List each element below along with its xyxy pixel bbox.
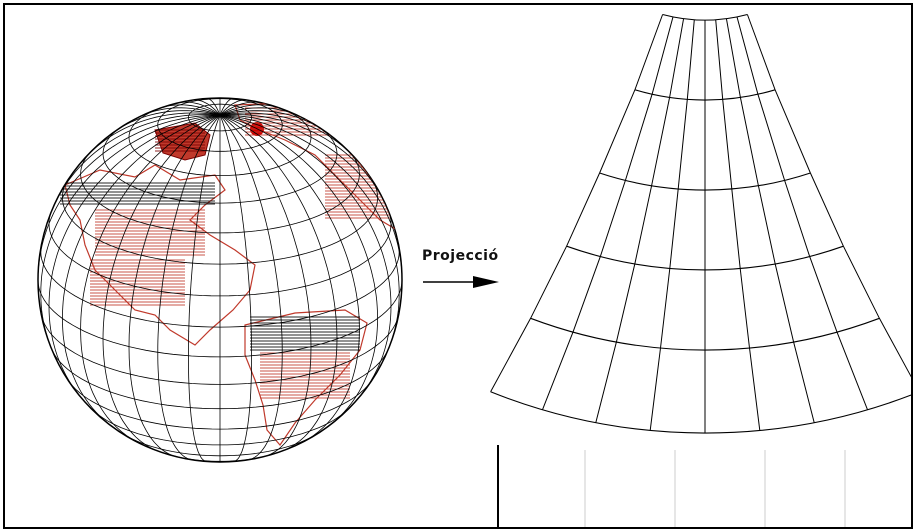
meridian-line (219, 114, 252, 462)
parallel-line (162, 452, 278, 462)
parallel-line (41, 316, 399, 385)
parallel-line (128, 104, 312, 176)
meridian-line (219, 114, 400, 355)
parallel-line (38, 279, 402, 358)
meridian-line (157, 104, 221, 116)
conic-meridian (595, 18, 685, 423)
conic-parallel (490, 391, 911, 434)
north-america-landmass (64, 164, 256, 346)
meridian-line (219, 99, 248, 116)
meridian-line (192, 99, 221, 116)
meridian-line (219, 110, 330, 135)
meridian-line (219, 114, 338, 453)
meridian-line (219, 104, 283, 116)
parallel-line (92, 409, 348, 446)
conic-meridian (490, 14, 664, 393)
parallel-line (188, 103, 252, 132)
meridian-line (128, 114, 221, 458)
meridian-line (61, 114, 221, 429)
conic-parallel (662, 13, 748, 21)
meridian-line (219, 112, 359, 163)
meridian-line (40, 114, 221, 355)
conic-projection-grid (490, 13, 911, 527)
parallel-line (61, 180, 379, 265)
conic-meridian (736, 16, 868, 410)
meridian-line (219, 114, 283, 461)
meridian-line (157, 114, 221, 461)
meridian-line (219, 114, 312, 458)
parallel-line (48, 212, 392, 297)
parallel-line (50, 347, 390, 410)
parallel-line (157, 98, 283, 152)
meridian-line (188, 114, 221, 462)
meridian-line (177, 101, 221, 116)
meridian-line (219, 101, 263, 116)
projection-label: Projecció (422, 248, 499, 264)
meridian-line (206, 98, 221, 116)
conic-meridian (715, 19, 761, 431)
diagram-canvas (37, 13, 911, 527)
parallel-line (121, 432, 319, 457)
meridian-line (48, 114, 221, 403)
globe-graticule (38, 98, 402, 462)
parallel-line (40, 243, 400, 328)
meridian-line (219, 114, 402, 286)
meridian-line (102, 114, 221, 453)
meridian-line (110, 110, 221, 135)
projection-arrow (423, 276, 499, 288)
parallel-line (102, 124, 338, 204)
conic-meridian (746, 14, 911, 378)
conic-meridian (725, 18, 815, 423)
parallel-line (80, 149, 360, 234)
conic-meridian (649, 19, 695, 431)
meridian-line (219, 114, 379, 429)
meridian-line (81, 112, 221, 163)
meridian-line (219, 98, 234, 116)
meridian-line (219, 114, 392, 403)
south-america-landmass (244, 309, 368, 446)
parallel-line (67, 379, 373, 430)
meridian-line (38, 114, 221, 286)
conic-meridian (542, 16, 674, 410)
globe (37, 97, 403, 463)
diagram-frame: Projecció (3, 3, 913, 529)
